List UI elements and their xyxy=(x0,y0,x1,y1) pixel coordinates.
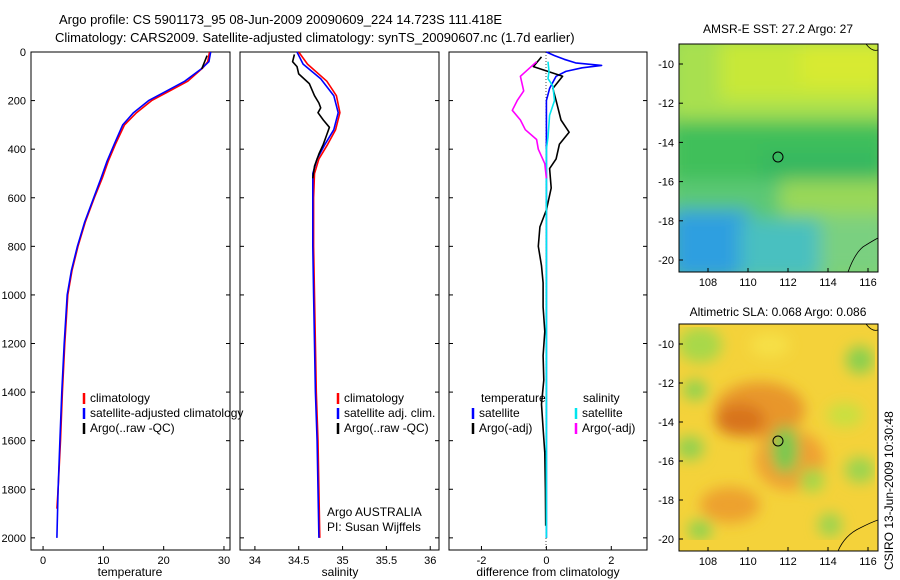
temperature-panel: temperature 0 10 20 30 0 200 400 600 800 1000 1200… xyxy=(2,47,244,579)
sla-map-x-tick-label: 114 xyxy=(819,556,837,568)
series-line-argo-raw-qc- xyxy=(200,55,208,70)
legend-label: satellite xyxy=(479,406,520,420)
temperature-xlabel: temperature xyxy=(98,565,163,579)
legend-label: satellite adj. clim. xyxy=(344,406,435,420)
y-tick-label: 1600 xyxy=(2,436,26,448)
salinity-axes-frame xyxy=(239,51,440,551)
legend-label: Argo(..raw -QC) xyxy=(90,421,175,435)
sla-map-y-tick-label: -10 xyxy=(658,339,674,351)
x-tick-label: 34.5 xyxy=(288,555,309,567)
sst-map-x-tick-label: 112 xyxy=(779,277,797,289)
sst-map-x-tick-label: 108 xyxy=(699,277,717,289)
series-line-satellite-adj-clim- xyxy=(296,51,340,538)
sst-map-y-tick-label: -16 xyxy=(658,177,674,189)
sst-map-x-tick-label: 116 xyxy=(859,277,877,289)
legend-label: satellite-adjusted climatology xyxy=(90,406,243,420)
sla-map-x-tick-label: 108 xyxy=(699,556,717,568)
csiro-timestamp: CSIRO 13-Jun-2009 10:30:48 xyxy=(882,411,896,570)
y-tick-label: 1000 xyxy=(2,290,26,302)
figure-title-line2: Climatology: CARS2009. Satellite-adjuste… xyxy=(55,30,575,45)
y-tick-label: 0 xyxy=(20,47,26,59)
sst-map-x-tick-label: 114 xyxy=(819,277,837,289)
series-line-salinity-satellite xyxy=(545,61,556,538)
sla-argo-marker xyxy=(772,435,784,447)
sst-map-y-tick-label: -14 xyxy=(658,137,674,149)
x-tick-label: 0 xyxy=(40,555,46,567)
x-tick-label: 30 xyxy=(218,555,230,567)
x-tick-label: 0 xyxy=(543,555,549,567)
sla-map-y-tick-label: -18 xyxy=(658,495,674,507)
sst-heatmap xyxy=(679,44,878,272)
sla-map-y-tick-label: -12 xyxy=(658,378,674,390)
x-tick-label: 2 xyxy=(608,555,614,567)
difference-panel: difference from climatology -2 0 2 temperat… xyxy=(448,51,648,579)
salinity-annotation-2: PI: Susan Wijffels xyxy=(327,520,421,534)
y-tick-label: 1800 xyxy=(2,484,26,496)
y-tick-label: 800 xyxy=(8,241,26,253)
sla-map-panel: Altimetric SLA: 0.068 Argo: 0.086 xyxy=(678,305,879,552)
difference-xlabel: difference from climatology xyxy=(476,565,619,579)
salinity-annotation-1: Argo AUSTRALIA xyxy=(327,505,422,519)
legend-label: climatology xyxy=(90,391,150,405)
y-tick-label: 1200 xyxy=(2,339,26,351)
x-tick-label: 20 xyxy=(158,555,170,567)
legend-label: climatology xyxy=(344,391,404,405)
series-line-temperature-argo-adj- xyxy=(532,56,570,526)
sst-map-y-tick-label: -20 xyxy=(658,255,674,267)
sst-map-x-tick-label: 110 xyxy=(739,277,757,289)
series-line-satellite-adjusted-climatology xyxy=(56,51,212,538)
sla-map-title: Altimetric SLA: 0.068 Argo: 0.086 xyxy=(690,305,867,319)
sst-map-panel: AMSR-E SST: 27.2 Argo: 27 xyxy=(678,22,879,273)
y-tick-label: 600 xyxy=(8,193,26,205)
legend-label: Argo(-adj) xyxy=(582,421,635,435)
figure-title-line1: Argo profile: CS 5901173_95 08-Jun-2009 … xyxy=(59,12,502,27)
sst-map-title: AMSR-E SST: 27.2 Argo: 27 xyxy=(703,22,853,36)
salinity-panel: salinity Argo AUSTRALIA PI: Susan Wijffe… xyxy=(239,51,440,579)
series-line-salinity-argo-adj- xyxy=(511,61,548,179)
y-tick-label: 1400 xyxy=(2,387,26,399)
temperature-axes-frame xyxy=(30,51,231,551)
sla-map-x-tick-label: 110 xyxy=(739,556,757,568)
sst-map-y-tick-label: -18 xyxy=(658,216,674,228)
x-tick-label: 10 xyxy=(97,555,109,567)
sla-map-y-tick-label: -16 xyxy=(658,456,674,468)
sla-heatmap xyxy=(679,327,875,540)
series-line-argo-raw-qc- xyxy=(291,54,331,179)
sla-map-y-tick-label: -20 xyxy=(658,534,674,546)
legend-heading: salinity xyxy=(583,391,620,405)
series-line-temperature-satellite xyxy=(545,51,603,538)
x-tick-label: 35.5 xyxy=(376,555,397,567)
sst-argo-marker xyxy=(772,151,784,163)
x-tick-label: 36 xyxy=(424,555,436,567)
salinity-xlabel: salinity xyxy=(322,565,359,579)
sst-map-y-tick-label: -10 xyxy=(658,59,674,71)
series-line-climatology xyxy=(298,51,341,538)
x-tick-label: -2 xyxy=(477,555,487,567)
y-tick-label: 200 xyxy=(8,96,26,108)
sla-map-frame xyxy=(678,323,879,552)
sla-map-x-tick-label: 112 xyxy=(779,556,797,568)
series-line-climatology xyxy=(56,51,211,509)
x-tick-label: 35 xyxy=(336,555,348,567)
sst-map-frame xyxy=(678,43,879,273)
x-tick-label: 34 xyxy=(249,555,261,567)
legend-heading: temperature xyxy=(481,391,546,405)
y-tick-label: 400 xyxy=(8,144,26,156)
legend-label: Argo(..raw -QC) xyxy=(344,421,429,435)
sla-map-x-tick-label: 116 xyxy=(859,556,877,568)
sst-map-y-tick-label: -12 xyxy=(658,98,674,110)
sla-map-y-tick-label: -14 xyxy=(658,417,674,429)
legend-label: Argo(-adj) xyxy=(479,421,532,435)
legend-label: satellite xyxy=(582,406,623,420)
y-tick-label: 2000 xyxy=(2,533,26,545)
